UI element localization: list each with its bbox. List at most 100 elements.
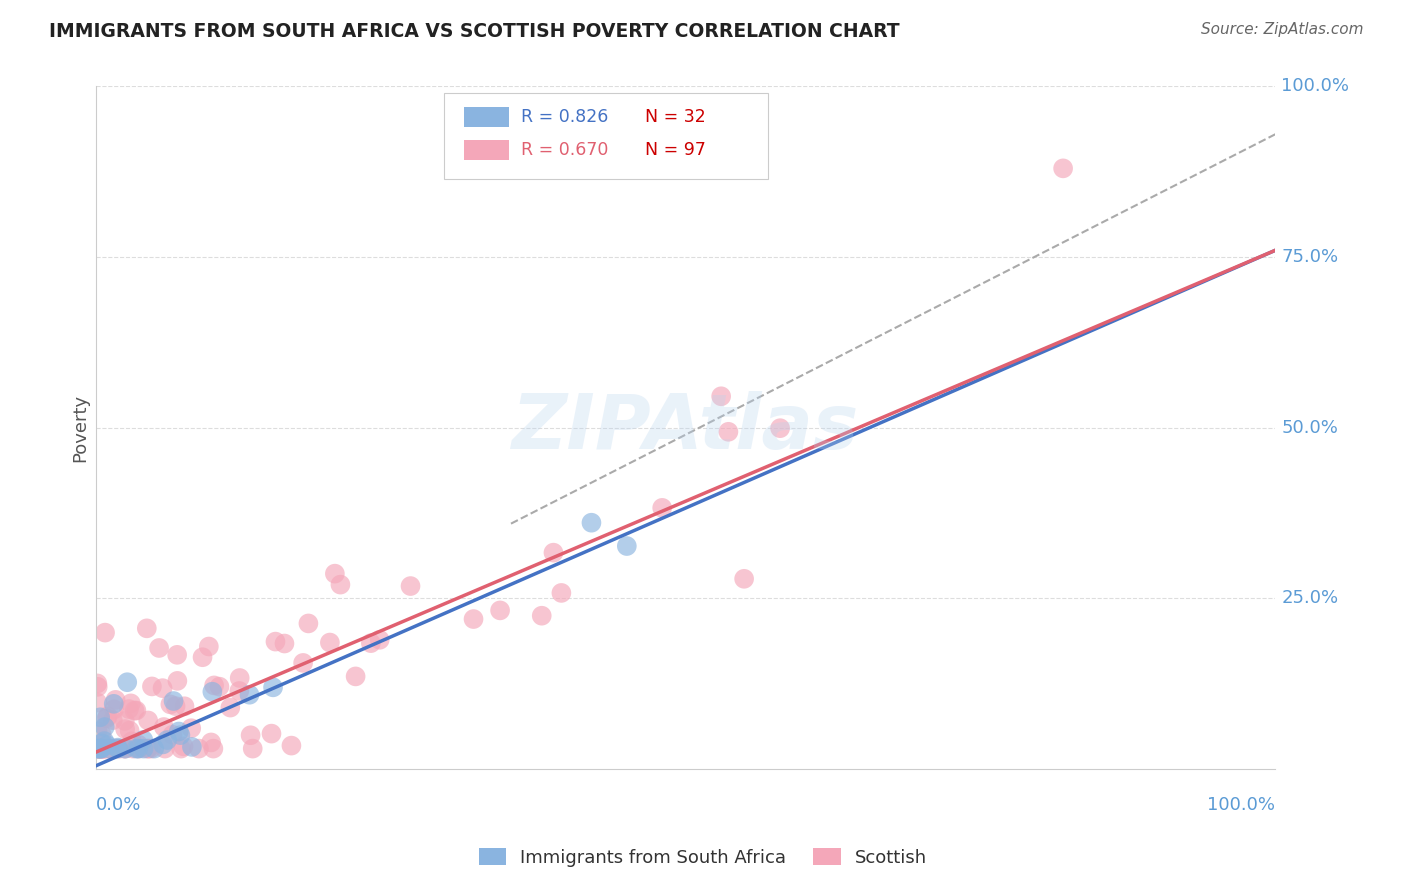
Point	[86, 676, 108, 690]
Point	[153, 741, 176, 756]
Point	[141, 680, 163, 694]
Point	[228, 684, 250, 698]
Point	[717, 425, 740, 439]
Point	[98, 741, 121, 756]
Point	[616, 539, 638, 553]
Point	[180, 739, 202, 754]
Point	[166, 648, 188, 662]
Point	[87, 741, 110, 756]
Point	[489, 603, 512, 617]
Point	[1052, 161, 1074, 176]
Point	[115, 675, 138, 690]
Text: 75.0%: 75.0%	[1281, 248, 1339, 266]
Point	[260, 726, 283, 740]
Legend: Immigrants from South Africa, Scottish: Immigrants from South Africa, Scottish	[471, 841, 935, 874]
Point	[118, 723, 141, 738]
Point	[180, 721, 202, 735]
Y-axis label: Poverty: Poverty	[72, 393, 89, 462]
Point	[103, 702, 125, 716]
Point	[118, 702, 141, 716]
Point	[156, 733, 179, 747]
Point	[135, 621, 157, 635]
Point	[86, 741, 108, 756]
Point	[201, 684, 224, 698]
Point	[152, 738, 174, 752]
Point	[202, 741, 225, 756]
Text: 25.0%: 25.0%	[1281, 590, 1339, 607]
Point	[344, 669, 367, 683]
Text: IMMIGRANTS FROM SOUTH AFRICA VS SCOTTISH POVERTY CORRELATION CHART: IMMIGRANTS FROM SOUTH AFRICA VS SCOTTISH…	[49, 22, 900, 41]
Point	[86, 741, 108, 756]
Point	[94, 625, 117, 640]
Point	[651, 500, 673, 515]
Point	[153, 720, 176, 734]
Point	[90, 727, 112, 741]
Text: 0.0%: 0.0%	[96, 797, 142, 814]
Point	[87, 741, 110, 756]
Point	[152, 681, 174, 695]
Point	[170, 741, 193, 756]
Point	[122, 741, 145, 756]
Point	[93, 734, 115, 748]
Point	[143, 741, 166, 756]
Point	[127, 741, 149, 756]
Point	[280, 739, 302, 753]
Point	[198, 640, 221, 654]
Point	[173, 699, 195, 714]
Text: N = 97: N = 97	[644, 141, 706, 159]
FancyBboxPatch shape	[444, 94, 768, 178]
Point	[543, 546, 565, 560]
Point	[169, 728, 191, 742]
Point	[128, 741, 150, 756]
Point	[202, 678, 225, 692]
Point	[162, 728, 184, 742]
Text: 50.0%: 50.0%	[1281, 418, 1339, 437]
Point	[769, 421, 792, 435]
Point	[89, 710, 111, 724]
Point	[121, 734, 143, 748]
Point	[124, 704, 146, 718]
Point	[90, 741, 112, 756]
Point	[86, 741, 108, 756]
Point	[90, 741, 112, 756]
Point	[89, 741, 111, 756]
Point	[91, 741, 114, 756]
Point	[136, 714, 159, 728]
Point	[120, 697, 142, 711]
Point	[319, 635, 342, 649]
Point	[104, 741, 127, 756]
Point	[297, 616, 319, 631]
Point	[148, 640, 170, 655]
Point	[710, 389, 733, 403]
Point	[114, 741, 136, 756]
Text: ZIPAtlas: ZIPAtlas	[512, 391, 859, 465]
Text: Source: ZipAtlas.com: Source: ZipAtlas.com	[1201, 22, 1364, 37]
Point	[96, 711, 118, 725]
Point	[90, 741, 112, 756]
Point	[139, 741, 162, 756]
Text: R = 0.670: R = 0.670	[520, 141, 607, 159]
Point	[93, 720, 115, 734]
Point	[114, 714, 136, 728]
Point	[90, 736, 112, 750]
Point	[112, 741, 135, 756]
Point	[114, 722, 136, 736]
Point	[103, 697, 125, 711]
Point	[530, 608, 553, 623]
Point	[200, 735, 222, 749]
Point	[125, 704, 148, 718]
Point	[108, 741, 131, 756]
Point	[128, 738, 150, 752]
Point	[733, 572, 755, 586]
Point	[159, 698, 181, 712]
Text: 100.0%: 100.0%	[1281, 78, 1350, 95]
Point	[89, 741, 111, 756]
Point	[86, 696, 108, 710]
Point	[165, 699, 187, 714]
Point	[107, 740, 129, 755]
Point	[96, 739, 118, 753]
Point	[262, 681, 284, 695]
Point	[368, 632, 391, 647]
Point	[98, 741, 121, 756]
Point	[98, 741, 121, 756]
